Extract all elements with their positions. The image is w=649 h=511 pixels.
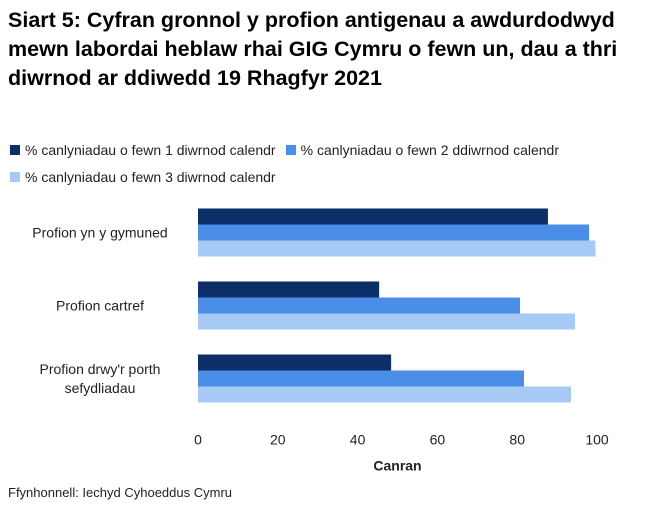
bar bbox=[198, 313, 576, 330]
y-tick-label: Profion cartref bbox=[56, 297, 144, 313]
bar bbox=[198, 386, 572, 403]
x-tick-label: 0 bbox=[194, 432, 202, 448]
legend-label: % canlyniadau o fewn 2 ddiwrnod calendr bbox=[300, 141, 559, 158]
x-tick-label: 80 bbox=[509, 432, 525, 448]
bar bbox=[198, 297, 520, 314]
legend-swatch bbox=[285, 144, 296, 155]
legend-label: % canlyniadau o fewn 3 diwrnod calendr bbox=[25, 168, 276, 185]
y-tick-label: Profion yn y gymuned bbox=[32, 224, 168, 240]
legend-label: % canlyniadau o fewn 1 diwrnod calendr bbox=[25, 141, 276, 158]
legend-swatch bbox=[10, 171, 20, 182]
x-tick-label: 60 bbox=[430, 432, 446, 448]
bar bbox=[198, 208, 548, 225]
x-tick-label: 100 bbox=[585, 432, 609, 448]
x-tick-label: 40 bbox=[350, 432, 366, 448]
source: Ffynhonnell: Iechyd Cyhoeddus Cymru bbox=[8, 485, 233, 500]
bar bbox=[198, 354, 392, 371]
x-axis-label: Canran bbox=[373, 458, 421, 474]
bar bbox=[198, 370, 524, 387]
legend-item: % canlyniadau o fewn 3 diwrnod calendr bbox=[10, 163, 276, 190]
bar bbox=[198, 240, 596, 257]
legend-item: % canlyniadau o fewn 1 diwrnod calendr bbox=[10, 136, 276, 163]
bar bbox=[198, 281, 380, 298]
legend: % canlyniadau o fewn 1 diwrnod calendr % … bbox=[10, 136, 640, 190]
bar bbox=[198, 224, 590, 241]
chart-title: Siart 5: Cyfran gronnol y profion antige… bbox=[8, 8, 618, 90]
y-tick-label: Profion drwy'r porth sefydliadau bbox=[39, 360, 161, 396]
legend-swatch bbox=[10, 144, 20, 155]
legend-item: % canlyniadau o fewn 2 ddiwrnod calendr bbox=[285, 136, 559, 163]
x-tick-label: 20 bbox=[270, 432, 286, 448]
